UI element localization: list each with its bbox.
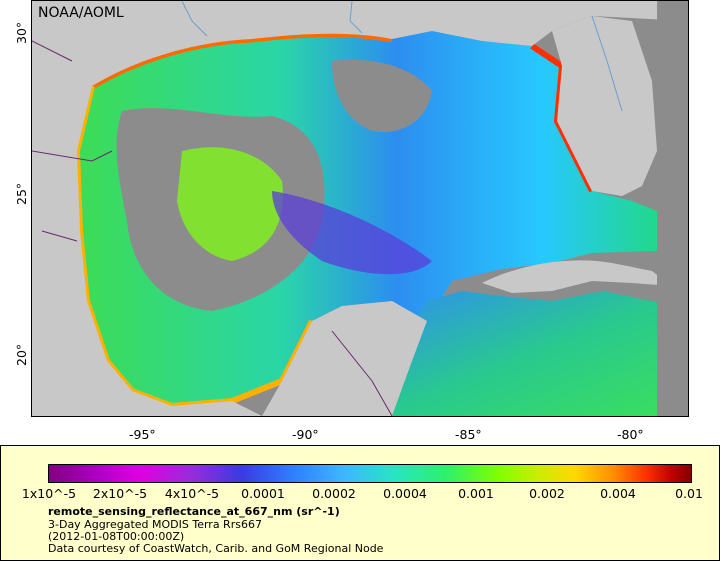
- credit-label: NOAA/AOML: [38, 5, 124, 21]
- colorbar-label: 0.0001: [241, 486, 285, 501]
- legend-attribution: Data courtesy of CoastWatch, Carib. and …: [48, 542, 384, 555]
- legend-title: remote_sensing_reflectance_at_667_nm (sr…: [48, 505, 340, 518]
- legend-panel: 1x10^-5 2x10^-5 4x10^-5 0.0001 0.0002 0.…: [0, 445, 720, 561]
- cuba-land: [482, 260, 672, 293]
- mexico-south-land: [32, 391, 262, 416]
- green-patch: [177, 147, 283, 261]
- us-gulf-coast-land: [32, 1, 688, 391]
- legend-subtitle: 3-Day Aggregated MODIS Terra Rrs667: [48, 518, 262, 531]
- lat-tick-20: 20°: [14, 343, 29, 366]
- colorbar-label: 0.004: [600, 486, 636, 501]
- florida-land: [552, 16, 657, 196]
- no-data-strip-east: [657, 1, 688, 416]
- colorbar-label: 1x10^-5: [21, 486, 77, 501]
- lat-tick-30: 30°: [14, 21, 29, 44]
- map-panel: NOAA/AOML: [31, 0, 689, 417]
- colorbar-label: 0.0004: [383, 486, 427, 501]
- lat-tick-25: 25°: [14, 182, 29, 205]
- colorbar-label: 0.0002: [312, 486, 356, 501]
- purple-band: [272, 191, 432, 275]
- colorbar-label: 4x10^-5: [164, 486, 220, 501]
- caribbean-water: [382, 291, 688, 416]
- rivers: [181, 1, 623, 112]
- legend-date: (2012-01-08T00:00:00Z): [48, 530, 185, 543]
- lon-tick-85: -85°: [455, 427, 482, 442]
- reflectance-map: [32, 1, 688, 416]
- cloud-patch-north: [332, 59, 432, 132]
- colorbar: [48, 464, 692, 483]
- colorbar-label: 2x10^-5: [92, 486, 148, 501]
- colorbar-label: 0.001: [458, 486, 494, 501]
- colorbar-label: 0.01: [675, 486, 703, 501]
- lon-tick-95: -95°: [129, 427, 156, 442]
- lon-tick-80: -80°: [617, 427, 644, 442]
- political-boundaries: [32, 40, 393, 416]
- yucatan-land: [262, 301, 427, 416]
- colorbar-label: 0.002: [529, 486, 565, 501]
- lon-tick-90: -90°: [292, 427, 319, 442]
